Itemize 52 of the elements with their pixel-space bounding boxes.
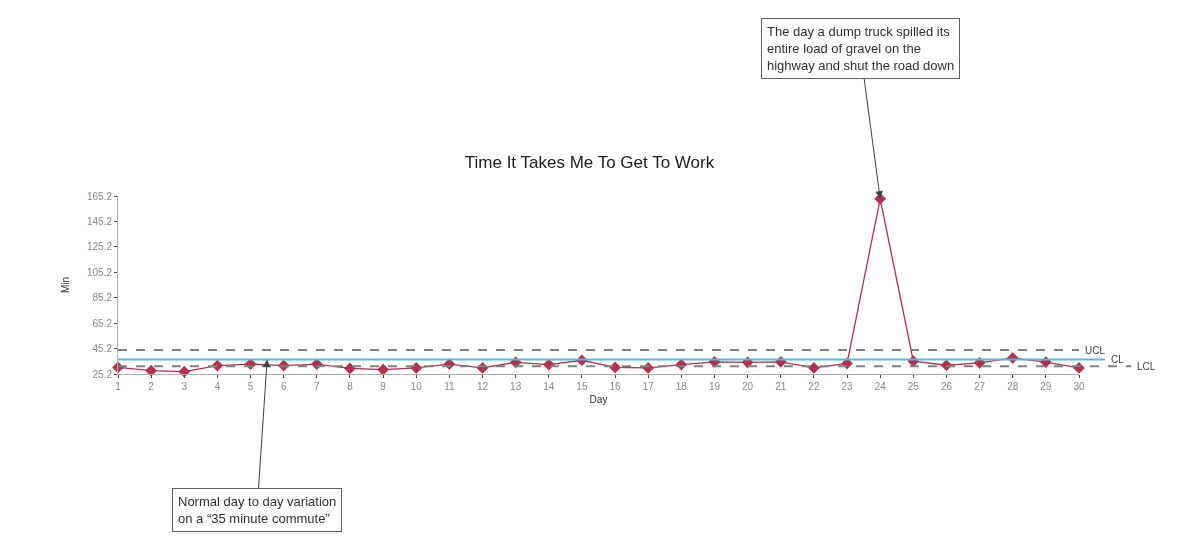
- x-tick-label: 15: [576, 381, 588, 392]
- y-tick-label: 65.2: [92, 317, 113, 329]
- ref-line-label: UCL: [1085, 345, 1106, 356]
- y-tick-label: 85.2: [92, 292, 113, 304]
- x-tick-label: 18: [675, 381, 688, 392]
- x-tick-label: 14: [543, 381, 555, 392]
- x-tick-label: 16: [609, 381, 622, 392]
- point: [377, 363, 389, 376]
- x-tick-label: 21: [775, 381, 787, 392]
- y-axis-title: Min: [59, 276, 71, 294]
- x-tick-label: 4: [214, 381, 221, 392]
- y-tick-label: 165.2: [86, 190, 113, 202]
- x-tick-label: 30: [1073, 381, 1085, 392]
- x-tick-label: 6: [280, 381, 287, 392]
- y-tick-label: 25.2: [92, 368, 113, 380]
- x-tick-label: 10: [410, 381, 423, 392]
- x-tick-label: 23: [841, 381, 854, 392]
- x-tick-label: 7: [314, 381, 321, 392]
- point: [410, 362, 423, 374]
- x-tick-label: 9: [380, 381, 387, 392]
- point: [344, 362, 356, 375]
- x-tick-label: 11: [444, 381, 455, 392]
- x-tick-label: 2: [148, 381, 155, 392]
- ref-line-label: CL: [1111, 354, 1125, 365]
- x-tick-label: 13: [510, 381, 522, 392]
- x-axis-title: Day: [589, 393, 608, 405]
- x-tick-label: 8: [347, 381, 354, 392]
- x-tick-label: 28: [1007, 381, 1019, 392]
- x-tick-label: 29: [1040, 381, 1052, 392]
- x-tick-label: 24: [874, 381, 887, 392]
- x-tick-label: 26: [940, 381, 953, 392]
- x-tick-label: 12: [476, 381, 489, 392]
- x-tick-label: 25: [907, 381, 920, 392]
- point: [145, 364, 157, 377]
- x-tick-label: 1: [115, 381, 122, 392]
- x-tick-label: 5: [247, 381, 254, 392]
- x-tick-label: 27: [974, 381, 986, 392]
- x-tick-label: 22: [808, 381, 820, 392]
- y-tick-label: 105.2: [86, 266, 113, 278]
- ref-line-label: LCL: [1137, 361, 1156, 372]
- y-tick-label: 125.2: [86, 241, 113, 253]
- point: [609, 361, 621, 374]
- annotation: The day a dump truck spilled its entire load of gravel on the highway and shut the road down: [767, 24, 955, 73]
- x-tick-label: 17: [642, 381, 655, 392]
- x-tick-label: 19: [708, 381, 721, 392]
- x-tick-label: 20: [742, 381, 754, 392]
- chart-title: Time It Takes Me To Get To Work: [464, 152, 715, 172]
- x-tick-label: 3: [181, 381, 188, 392]
- y-tick-label: 45.2: [92, 343, 113, 355]
- y-tick-label: 145.2: [86, 215, 113, 227]
- annotation: Normal day to day variation on a “35 minute commute”: [178, 494, 337, 526]
- point: [808, 362, 820, 374]
